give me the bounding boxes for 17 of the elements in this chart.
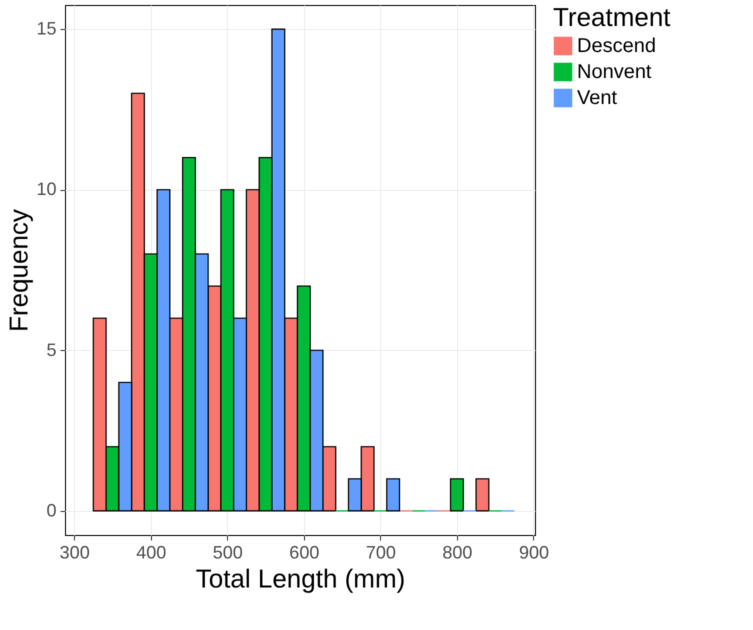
x-tick-label: 800: [442, 542, 472, 562]
legend-label: Vent: [577, 87, 618, 109]
x-tick-label: 400: [136, 542, 166, 562]
x-tick-label: 700: [366, 542, 396, 562]
legend-label: Nonvent: [577, 61, 652, 83]
x-tick-label: 300: [60, 542, 90, 562]
x-tick-label: 600: [289, 542, 320, 562]
y-tick-label: 15: [36, 18, 56, 39]
y-tick-label: 10: [36, 179, 56, 200]
x-tick-label: 500: [212, 542, 243, 562]
y-tick-label: 0: [46, 500, 56, 520]
y-tick-label: 5: [46, 340, 56, 360]
x-tick-label: 900: [518, 542, 549, 562]
y-axis-title: Frequency: [3, 209, 34, 332]
legend-title: Treatment: [553, 2, 672, 32]
x-axis-title: Total Length (mm): [196, 564, 406, 594]
legend-label: Descend: [577, 35, 656, 57]
